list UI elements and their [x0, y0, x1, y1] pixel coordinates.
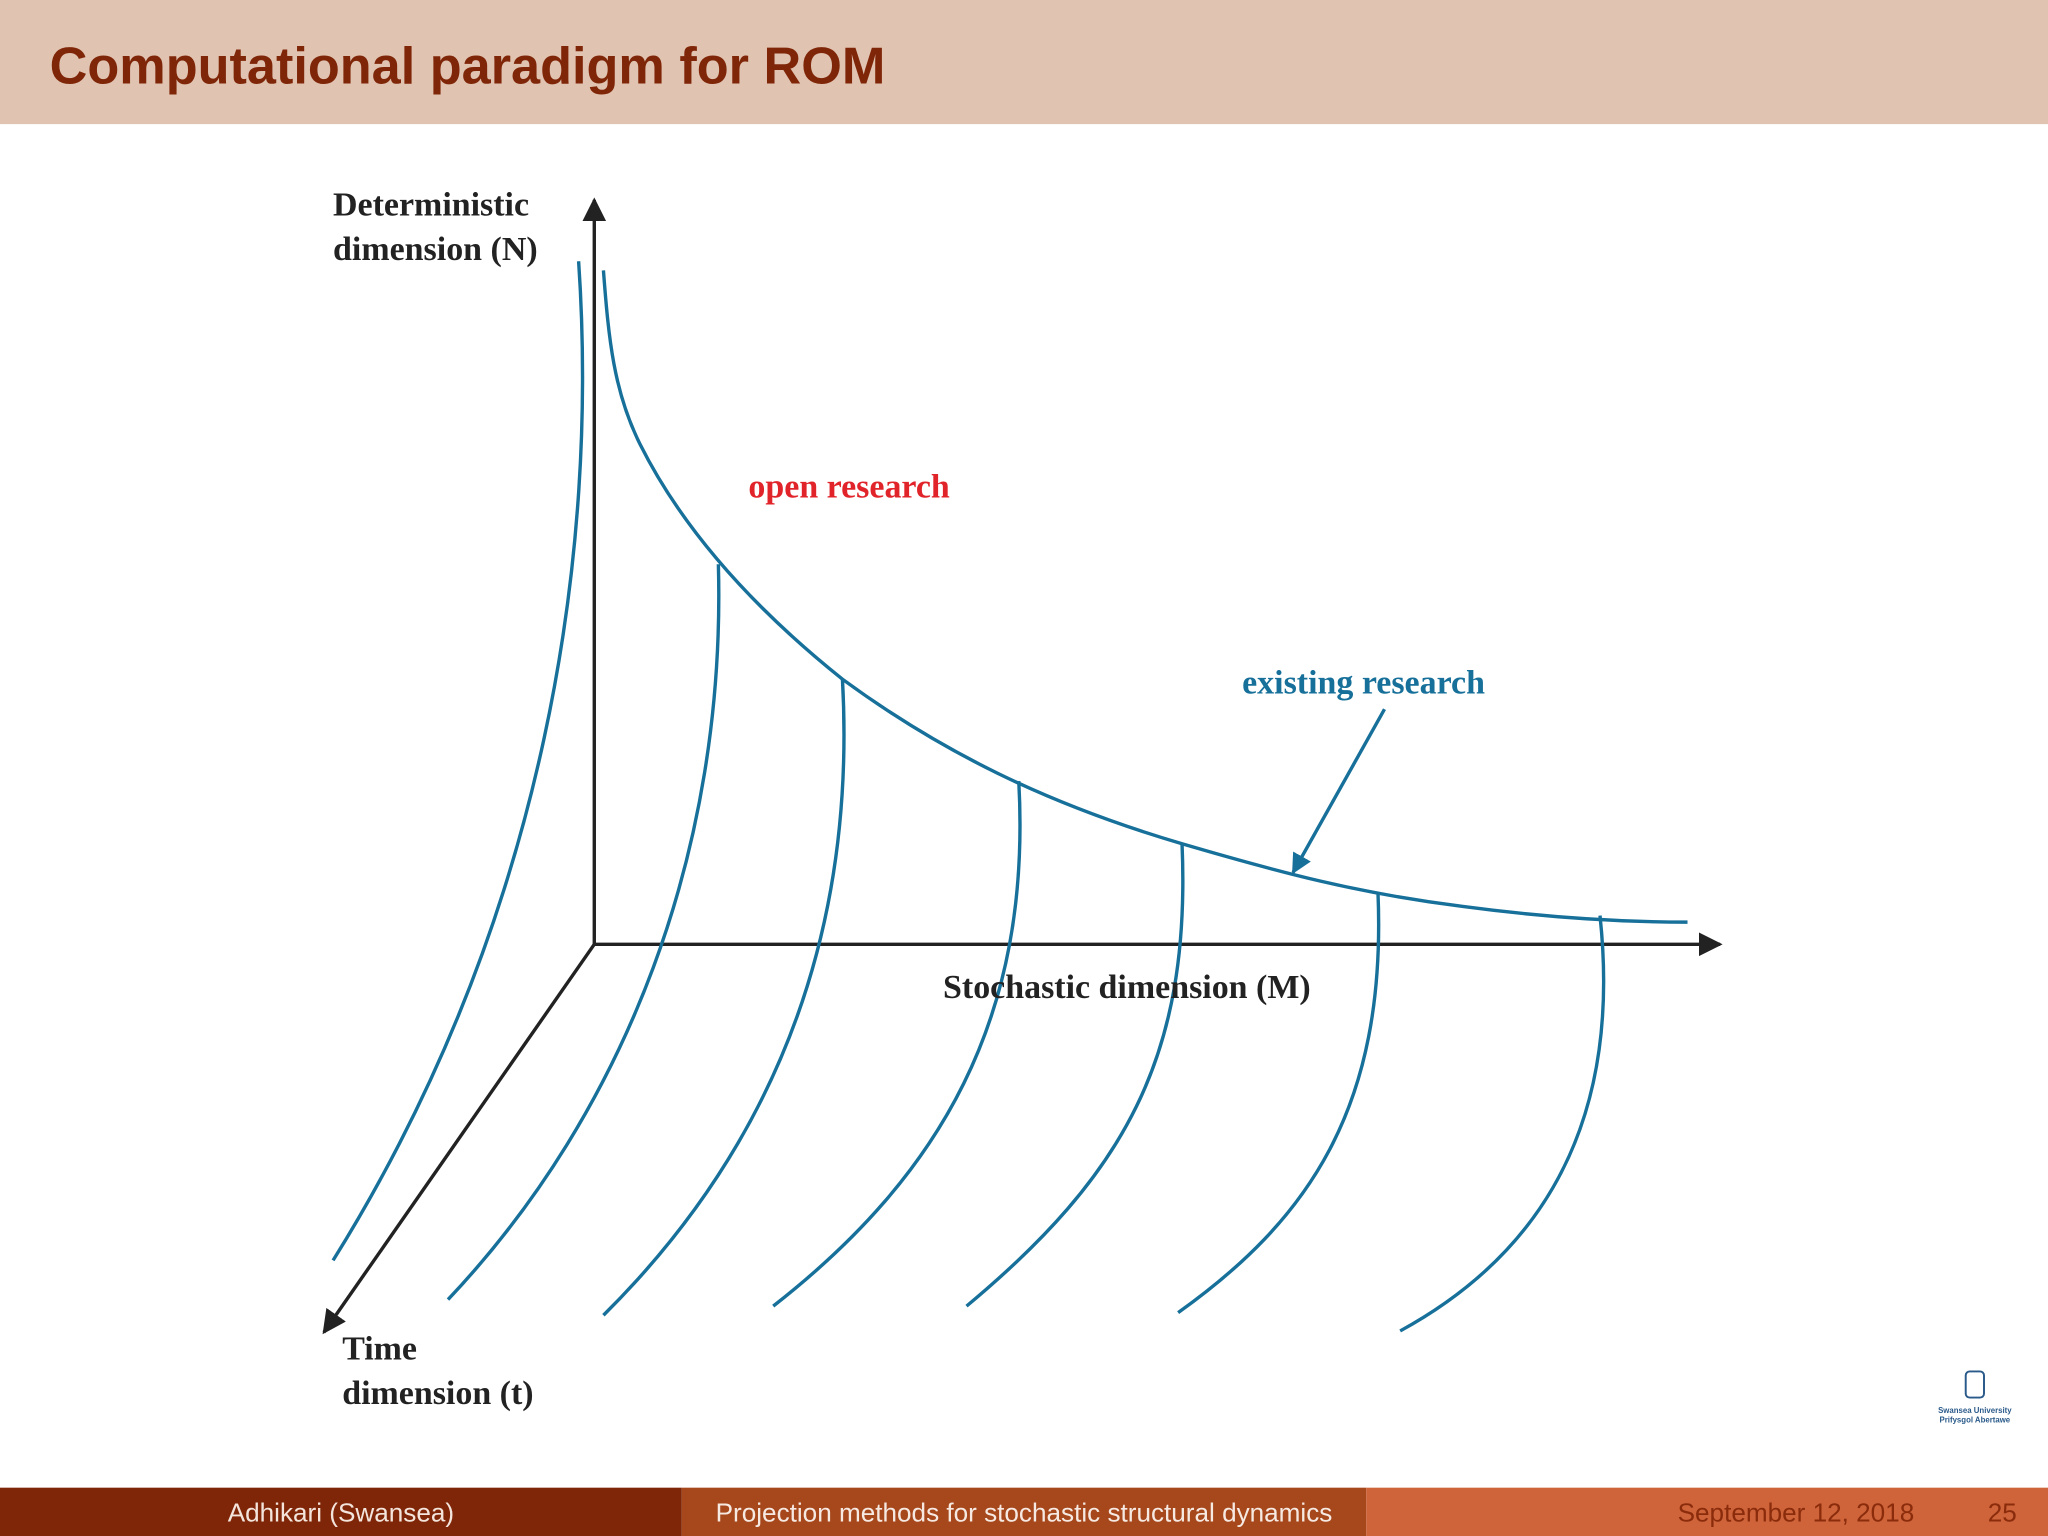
header-bar [0, 0, 2048, 125]
footer-right [1366, 1487, 2048, 1536]
time-curve [602, 679, 846, 1317]
time-curve [965, 843, 1185, 1308]
time-curve [331, 261, 585, 1262]
y-axis-label: dimension (N) [333, 231, 538, 268]
slide-title: Computational paradigm for ROM [50, 38, 886, 96]
t-axis-label: Time [342, 1331, 417, 1368]
logo-text: Swansea University [1938, 1406, 2012, 1415]
footer-author: Adhikari (Swansea) [228, 1498, 454, 1528]
y-axis-label: Deterministic [333, 187, 529, 224]
t-axis [322, 943, 596, 1335]
footer-date: September 12, 2018 [1678, 1498, 1915, 1528]
x-axis-label: Stochastic dimension (M) [943, 969, 1311, 1006]
logo-text: Prifysgol Abertawe [1940, 1415, 2011, 1424]
time-curve [446, 564, 721, 1301]
footer: Adhikari (Swansea) Projection methods fo… [0, 1487, 2048, 1536]
t-axis-label: dimension (t) [342, 1375, 533, 1412]
logo: Swansea University Prifysgol Abertawe [1938, 1370, 2012, 1424]
footer-talk: Projection methods for stochastic struct… [716, 1498, 1333, 1528]
time-curve [1177, 892, 1381, 1315]
logo-crest [1964, 1370, 1985, 1399]
footer-page: 25 [1988, 1498, 2017, 1528]
open-label: open research [748, 469, 950, 506]
existing-curve [601, 270, 1688, 924]
existing-label: existing research [1242, 665, 1485, 702]
pointer-arrow [1291, 708, 1386, 875]
diagram: Deterministic dimension (N) Stochastic d… [322, 187, 1723, 1412]
time-curve [772, 780, 1022, 1308]
time-curve [1399, 915, 1606, 1333]
footer-middle [681, 1487, 1367, 1536]
footer-left [0, 1487, 682, 1536]
